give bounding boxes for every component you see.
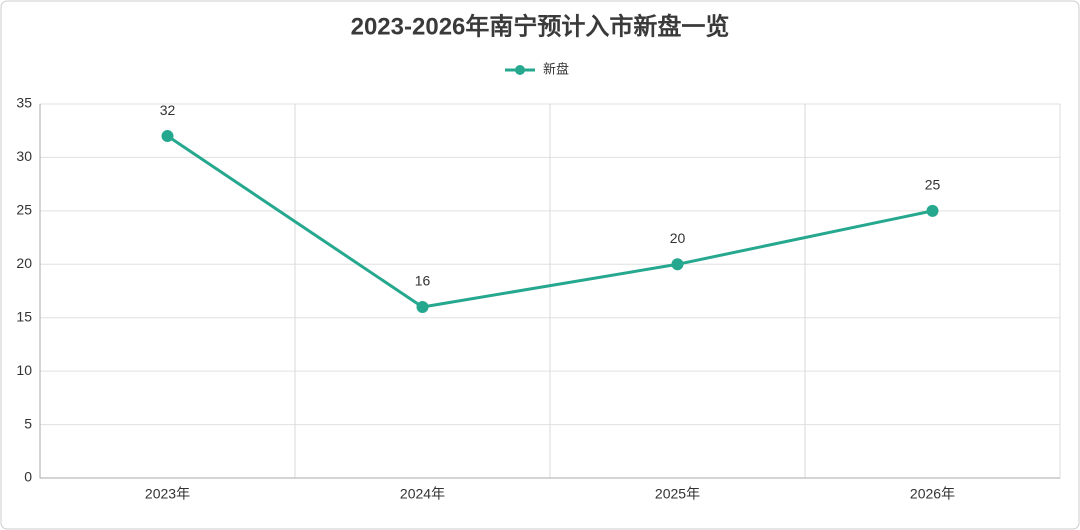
y-tick-label: 35 bbox=[16, 95, 32, 111]
point bbox=[671, 258, 684, 271]
data-label: 25 bbox=[925, 177, 941, 193]
y-tick-label: 15 bbox=[16, 308, 32, 324]
chart-title: 2023-2026年南宁预计入市新盘一览 bbox=[351, 12, 730, 40]
y-tick-label: 10 bbox=[16, 362, 32, 378]
legend-marker bbox=[515, 65, 525, 75]
y-tick-label: 5 bbox=[24, 415, 32, 431]
point bbox=[416, 301, 429, 314]
data-label: 20 bbox=[670, 230, 686, 246]
data-label: 16 bbox=[415, 273, 431, 289]
x-tick-label: 2025年 bbox=[655, 486, 700, 502]
x-tick-label: 2023年 bbox=[145, 486, 190, 502]
y-tick-label: 25 bbox=[16, 202, 32, 218]
y-tick-label: 30 bbox=[16, 148, 32, 164]
y-tick-label: 20 bbox=[16, 255, 32, 271]
x-tick-label: 2026年 bbox=[910, 486, 955, 502]
x-tick-label: 2024年 bbox=[400, 486, 445, 502]
data-label: 32 bbox=[160, 102, 176, 118]
legend-label: 新盘 bbox=[543, 61, 569, 76]
y-tick-label: 0 bbox=[24, 469, 32, 485]
point bbox=[161, 130, 174, 143]
point bbox=[926, 204, 939, 217]
series-line bbox=[166, 134, 933, 309]
